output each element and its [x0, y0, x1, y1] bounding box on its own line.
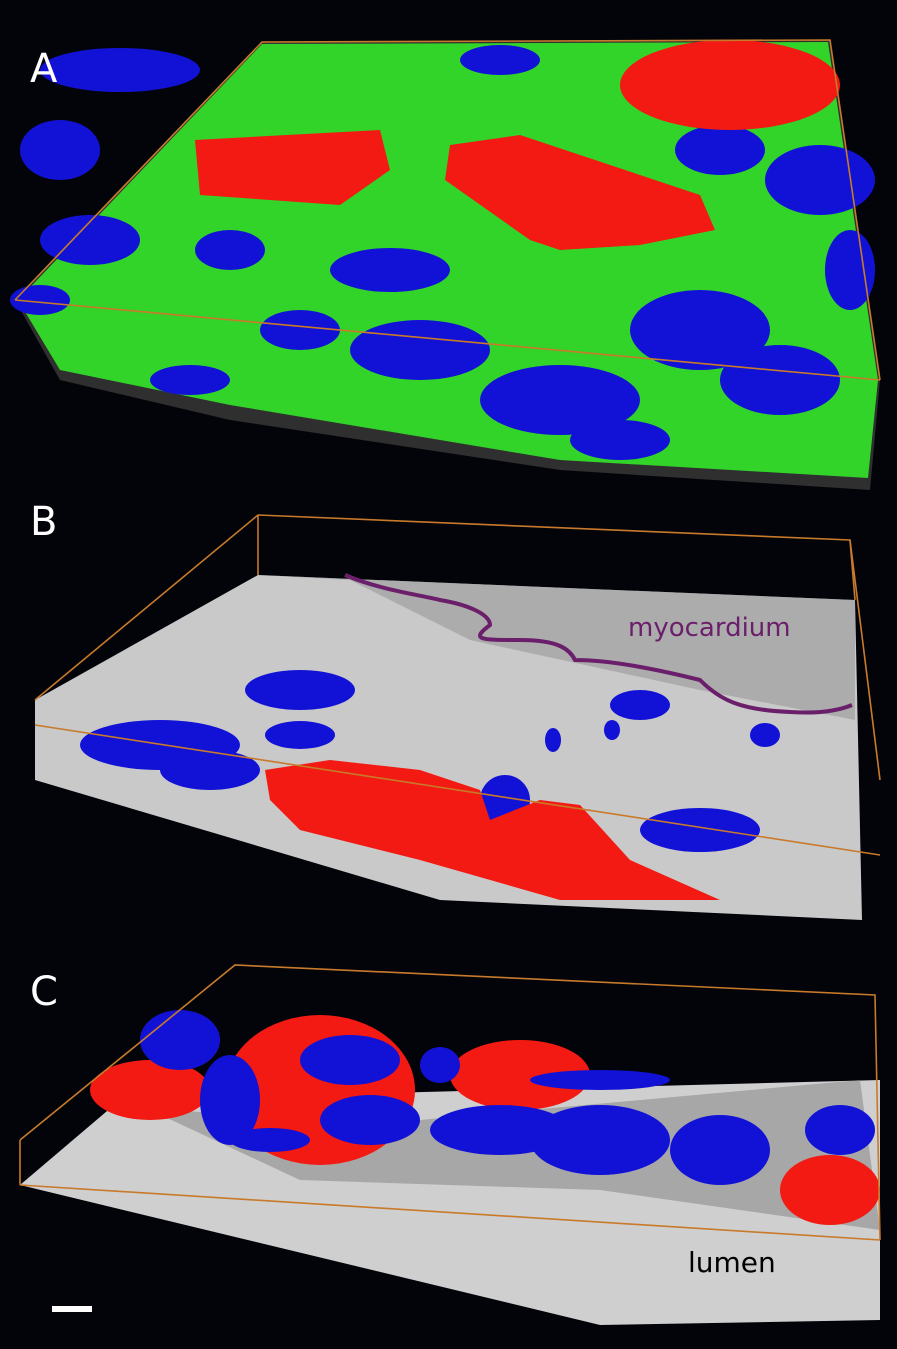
blob: [720, 345, 840, 415]
blob: [570, 420, 670, 460]
blob: [20, 120, 100, 180]
blob: [604, 720, 620, 740]
blob: [805, 1105, 875, 1155]
blob: [300, 1035, 400, 1085]
cell: [780, 1155, 880, 1225]
blob: [160, 750, 260, 790]
blob: [675, 125, 765, 175]
blob: [460, 45, 540, 75]
figure: A B myocardium: [0, 0, 897, 1349]
blob: [670, 1115, 770, 1185]
blob: [530, 1105, 670, 1175]
annotation: lumen: [688, 1246, 776, 1279]
blob: [260, 310, 340, 350]
blob: [350, 320, 490, 380]
annotation: myocardium: [628, 613, 791, 643]
panel-label: B: [30, 499, 57, 545]
blob: [150, 365, 230, 395]
blob: [545, 728, 561, 752]
blob: [265, 721, 335, 749]
blob: [230, 1128, 310, 1152]
page: A B myocardium: [0, 0, 897, 1349]
blob: [765, 145, 875, 215]
blob: [140, 1010, 220, 1070]
cell: [620, 40, 840, 130]
scale-bar: [52, 1306, 92, 1312]
blob: [750, 723, 780, 747]
blob: [640, 808, 760, 852]
blob: [610, 690, 670, 720]
blob: [330, 248, 450, 292]
blob: [40, 48, 200, 92]
panel-label: C: [30, 969, 58, 1015]
blob: [195, 230, 265, 270]
blob: [420, 1047, 460, 1083]
blob: [320, 1095, 420, 1145]
blob: [245, 670, 355, 710]
panel-label: A: [30, 46, 58, 92]
blob: [530, 1070, 670, 1090]
